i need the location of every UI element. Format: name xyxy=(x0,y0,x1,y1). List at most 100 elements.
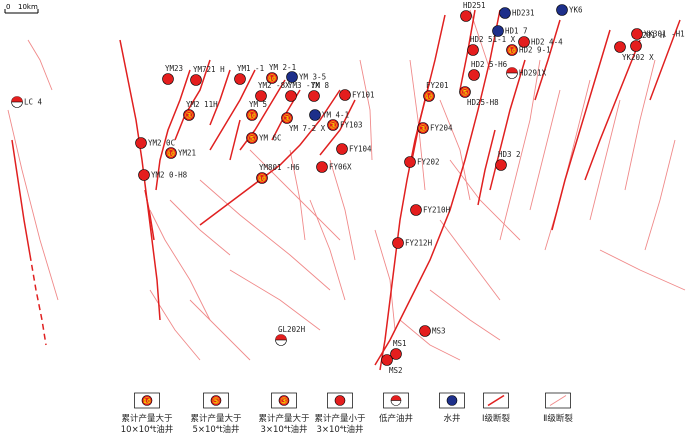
major-fault xyxy=(489,59,526,191)
scale-bar: 0 10km xyxy=(4,3,39,14)
legend-label: Ⅰ级断裂 xyxy=(482,413,511,424)
well[interactable]: LC 4 xyxy=(11,96,43,108)
well[interactable]: 3 YM2 11H xyxy=(183,100,219,121)
minor-fault xyxy=(289,149,306,241)
well[interactable]: YM 4-1 xyxy=(309,109,350,121)
oil-well-marker xyxy=(410,204,422,216)
well[interactable]: YM3 -7X xyxy=(285,81,321,102)
well[interactable]: HD231 xyxy=(499,7,535,19)
well[interactable]: 10 YM 2-1 xyxy=(266,63,297,84)
oil-well-marker xyxy=(404,156,416,168)
well-name: FY202 xyxy=(417,158,440,167)
well[interactable]: HD2 4-4 xyxy=(518,36,564,48)
well[interactable]: FY202 xyxy=(404,156,440,168)
oil-well-marker xyxy=(506,44,518,56)
well-name: YM 4-1 xyxy=(322,111,349,120)
well[interactable]: 10 YM801 -H6 xyxy=(256,163,301,184)
well-name: YM3 -7X xyxy=(288,81,320,90)
oil-well-marker xyxy=(392,237,404,249)
well-name: YM23 xyxy=(165,64,183,73)
well[interactable]: 10 YM21 xyxy=(165,147,197,159)
well[interactable]: YK6 xyxy=(556,4,584,16)
minor-fault xyxy=(7,109,59,301)
oil-well-marker xyxy=(278,395,290,406)
well[interactable]: FY101 xyxy=(339,89,375,101)
oil-well-marker xyxy=(381,354,393,366)
well[interactable]: 5 YM 6C xyxy=(246,132,282,144)
well[interactable]: YK202 X xyxy=(614,41,655,63)
well[interactable]: MS1 xyxy=(390,339,407,360)
well-name: YM721 H xyxy=(193,65,225,74)
well[interactable]: 3 YM 7-2 X xyxy=(281,112,326,134)
scale-length-label: 10km xyxy=(18,3,38,11)
major-fault xyxy=(319,99,356,156)
oil-well-marker xyxy=(210,395,222,406)
well[interactable]: FY06X xyxy=(316,161,353,173)
major-fault xyxy=(649,19,681,101)
low-yield-half xyxy=(391,395,401,401)
well[interactable]: YM2 -8X xyxy=(255,81,291,102)
minor-fault xyxy=(399,319,461,361)
oil-well-marker xyxy=(631,28,643,40)
well-name: YM2 -8X xyxy=(258,81,290,90)
minor-faults xyxy=(7,9,686,361)
well[interactable]: YM2 0C xyxy=(135,137,176,149)
well[interactable]: YM 8 xyxy=(308,81,330,102)
well[interactable]: FY212H xyxy=(392,237,433,249)
well[interactable]: 3 FY204 xyxy=(417,122,454,134)
well[interactable]: YM2 0-H8 xyxy=(138,169,188,181)
legend-item-water: 水井 xyxy=(439,392,465,424)
well[interactable]: YM 3-5 xyxy=(286,71,327,83)
oil-well-marker xyxy=(162,73,174,85)
well-rank-label: 10 xyxy=(258,176,266,182)
minor-fault xyxy=(199,179,331,291)
well-rank-label: 5 xyxy=(214,397,219,405)
legend-label-line2: 3×10⁴t油井 xyxy=(316,424,363,435)
well[interactable]: GL202H xyxy=(275,325,306,346)
well[interactable]: 10 HD2 9-1 xyxy=(506,44,551,56)
legend-item-fault1: Ⅰ级断裂 xyxy=(482,392,511,424)
well-rank-label: 10 xyxy=(268,76,276,82)
well[interactable]: YK301 -H1 xyxy=(631,28,685,40)
water-well-marker xyxy=(556,4,568,16)
well[interactable]: HD3 2 xyxy=(495,150,521,171)
well-name: FY212H xyxy=(405,239,433,248)
oil-well-marker xyxy=(419,325,431,337)
well[interactable]: YK201 H xyxy=(630,31,666,52)
well[interactable]: FY104 xyxy=(336,143,373,155)
well[interactable]: MS2 xyxy=(381,354,403,376)
well[interactable]: HD251 xyxy=(460,1,486,22)
well[interactable]: 10 YM 5 xyxy=(246,100,268,121)
well-rank-label: 3 xyxy=(187,111,192,119)
well[interactable]: HD291X xyxy=(506,67,547,79)
well[interactable]: HD1 7 xyxy=(492,25,528,37)
well-rank-label: 5 xyxy=(250,134,255,142)
well[interactable]: MS3 xyxy=(419,325,446,337)
well-name: YM 2-1 xyxy=(269,63,296,72)
oil-well-marker xyxy=(390,348,402,360)
oil-well-marker xyxy=(468,69,480,81)
well[interactable]: YM1 -1 xyxy=(234,64,265,85)
minor-fault xyxy=(429,289,501,341)
well[interactable]: 10 FY201 xyxy=(423,81,449,102)
well-name: HD25-H8 xyxy=(467,98,499,107)
well[interactable]: YM721 H xyxy=(190,65,226,86)
legend-label: 累计产量大于 xyxy=(258,413,310,424)
oil-well-marker xyxy=(266,72,278,84)
well[interactable]: FY210H xyxy=(410,204,451,216)
well[interactable]: 3 FY103 xyxy=(327,119,363,131)
well[interactable]: YM23 xyxy=(162,64,184,85)
oil-well-marker xyxy=(339,89,351,101)
minor-fault xyxy=(189,299,251,361)
water-well-marker xyxy=(446,395,458,406)
legend-label: 累计产量小于 xyxy=(314,413,366,424)
well[interactable]: HD2 51-1 X xyxy=(467,35,516,56)
major-fault xyxy=(374,9,501,366)
well[interactable]: HD2 5-H6 xyxy=(468,60,508,81)
low-yield-half xyxy=(11,96,23,102)
minor-fault xyxy=(329,159,356,261)
well[interactable]: 5 HD25-H8 xyxy=(459,86,500,108)
oil-well-marker xyxy=(246,132,258,144)
